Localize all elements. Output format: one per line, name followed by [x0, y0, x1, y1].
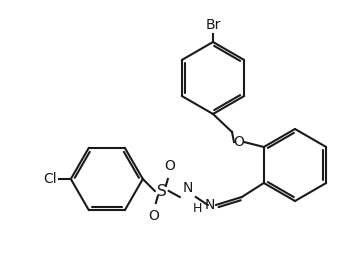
Text: H: H	[193, 202, 202, 215]
Text: S: S	[157, 184, 167, 199]
Text: O: O	[234, 135, 245, 149]
Text: Cl: Cl	[43, 172, 57, 186]
Text: N: N	[183, 181, 193, 195]
Text: O: O	[149, 209, 159, 223]
Text: N: N	[205, 198, 215, 212]
Text: O: O	[165, 159, 175, 173]
Text: Br: Br	[205, 18, 221, 32]
